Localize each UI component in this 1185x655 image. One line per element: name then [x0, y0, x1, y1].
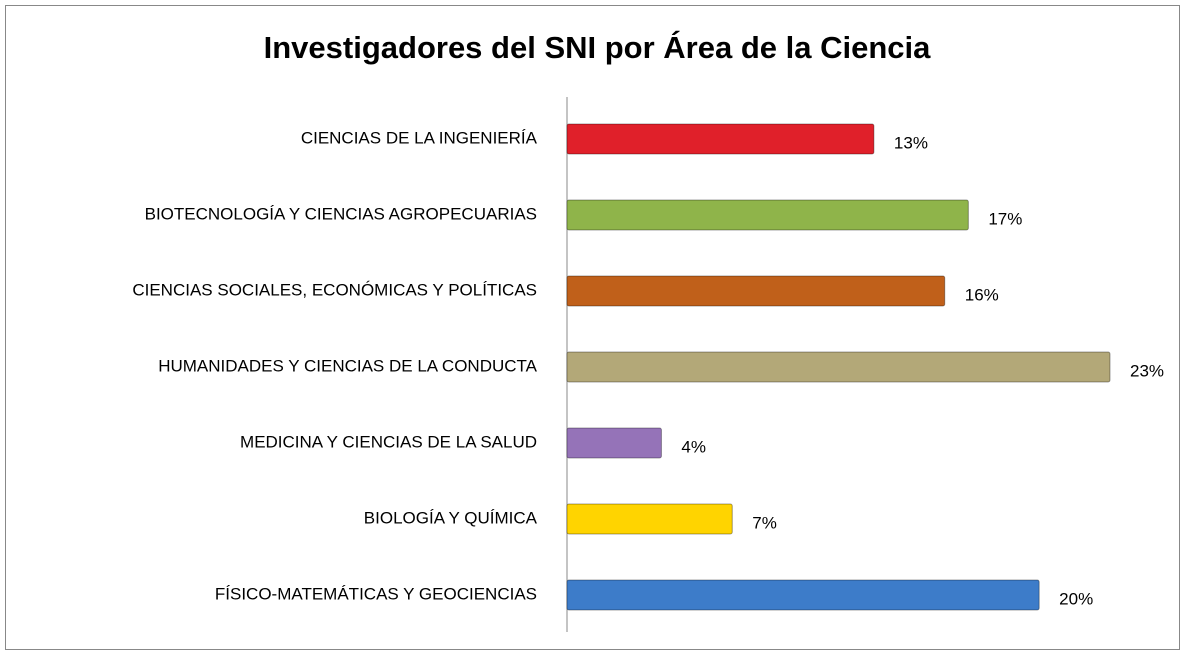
- bar: [566, 275, 946, 307]
- category-label: BIOTECNOLOGÍA Y CIENCIAS AGROPECUARIAS: [145, 204, 537, 223]
- value-label: 7%: [752, 513, 777, 532]
- value-label: 16%: [965, 285, 999, 304]
- value-label: 13%: [894, 133, 928, 152]
- category-label: HUMANIDADES Y CIENCIAS DE LA CONDUCTA: [158, 356, 537, 375]
- bar: [566, 503, 733, 535]
- bar: [566, 123, 875, 155]
- bar: [566, 351, 1111, 383]
- chart-title: Investigadores del SNI por Área de la Ci…: [264, 30, 931, 65]
- category-label: CIENCIAS SOCIALES, ECONÓMICAS Y POLÍTICA…: [132, 280, 537, 299]
- value-label: 17%: [988, 209, 1022, 228]
- value-label: 4%: [681, 437, 706, 456]
- bar: [566, 427, 662, 459]
- category-label: BIOLOGÍA Y QUÍMICA: [364, 508, 538, 527]
- bar: [566, 579, 1040, 611]
- value-label: 20%: [1059, 589, 1093, 608]
- value-label: 23%: [1130, 361, 1164, 380]
- category-label: FÍSICO-MATEMÁTICAS Y GEOCIENCIAS: [215, 584, 537, 603]
- category-label: MEDICINA Y CIENCIAS DE LA SALUD: [240, 432, 537, 451]
- chart-frame: [5, 5, 1180, 650]
- bar: [566, 199, 969, 231]
- category-label: CIENCIAS DE LA INGENIERÍA: [301, 128, 538, 147]
